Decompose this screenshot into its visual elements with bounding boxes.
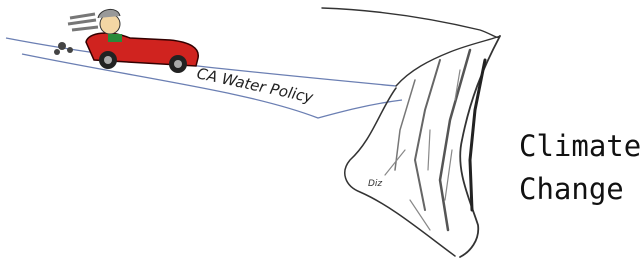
signature: Diz — [368, 179, 382, 189]
caption-line: Climate — [519, 129, 641, 163]
caption-line: Change — [519, 172, 624, 206]
cliff — [322, 8, 500, 257]
car — [54, 9, 198, 73]
road-label: CA Water Policy — [195, 64, 316, 106]
road-edge — [22, 54, 402, 118]
cartoon: CA Water Policy Diz Climate Change — [0, 0, 643, 263]
page: CA Water Policy Diz Climate Change (() =… — [0, 0, 643, 263]
